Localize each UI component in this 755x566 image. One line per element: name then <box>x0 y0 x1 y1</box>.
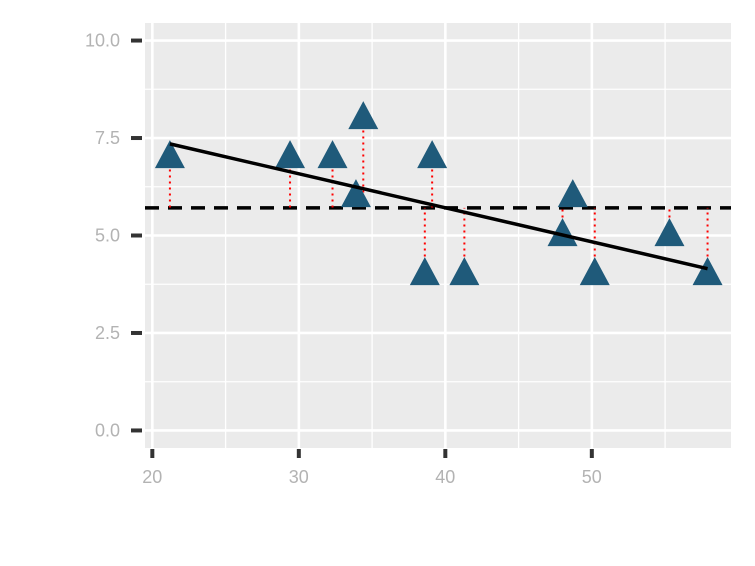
regression-line <box>169 142 708 271</box>
data-point-triangle <box>579 257 610 286</box>
data-point-triangle <box>409 257 440 286</box>
major-gridlines <box>145 23 731 448</box>
x-tick-label: 50 <box>582 467 602 487</box>
data-point-triangle <box>417 140 448 169</box>
x-tick-label: 40 <box>435 467 455 487</box>
data-point-triangle <box>348 101 379 130</box>
data-point-triangle <box>557 179 588 208</box>
data-point-triangle <box>275 140 306 169</box>
data-point-triangle <box>317 140 348 169</box>
y-tick-label: 7.5 <box>95 128 120 148</box>
data-point-triangle <box>547 218 578 247</box>
data-point-triangle <box>154 140 185 169</box>
y-tick-label: 5.0 <box>95 226 120 246</box>
y-tick-label: 0.0 <box>95 420 120 440</box>
y-tick-label: 10.0 <box>85 31 120 51</box>
data-point-triangle <box>340 179 371 208</box>
data-point-triangle <box>692 257 723 286</box>
data-points <box>154 101 723 286</box>
x-tick-label: 20 <box>142 467 162 487</box>
x-axis-tick-labels: 20 30 40 50 <box>142 467 602 487</box>
x-tick-label: 30 <box>289 467 309 487</box>
y-axis-tick-labels: 0.0 2.5 5.0 7.5 10.0 <box>85 31 120 441</box>
data-point-triangle <box>654 218 685 247</box>
data-point-triangle <box>449 257 480 286</box>
y-tick-label: 2.5 <box>95 323 120 343</box>
axis-ticks <box>131 38 594 458</box>
